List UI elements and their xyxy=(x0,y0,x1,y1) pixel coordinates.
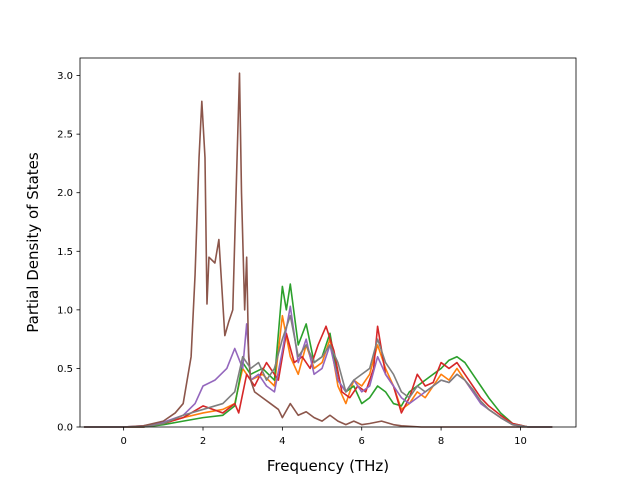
x-tick-label: 8 xyxy=(438,436,444,447)
series-line-2 xyxy=(83,283,553,428)
x-tick-label: 10 xyxy=(514,436,527,447)
x-tick-label: 0 xyxy=(120,436,126,447)
y-axis-label: Partial Density of States xyxy=(24,152,42,333)
y-tick-label: 0.0 xyxy=(57,423,73,434)
y-tick-label: 3.0 xyxy=(57,71,73,82)
x-tick-label: 6 xyxy=(359,436,365,447)
plot-frame xyxy=(79,57,577,428)
series-line-4 xyxy=(83,305,553,428)
ticks-layer: 0 2 4 6 8 10 0.0 0.5 1.0 1.5 2.0 2.5 3.0 xyxy=(57,71,527,447)
x-tick-label: 2 xyxy=(200,436,206,447)
y-tick-label: 2.0 xyxy=(57,188,73,199)
y-tick-label: 2.5 xyxy=(57,130,73,141)
y-tick-label: 1.0 xyxy=(57,305,73,316)
series-line-3 xyxy=(83,325,553,428)
series-line-5 xyxy=(83,72,553,428)
y-tick-label: 0.5 xyxy=(57,364,73,375)
x-axis-label: Frequency (THz) xyxy=(267,457,389,475)
series-line-6 xyxy=(83,314,553,428)
series-layer xyxy=(83,72,553,428)
x-tick-label: 4 xyxy=(279,436,285,447)
y-tick-label: 1.5 xyxy=(57,247,73,258)
